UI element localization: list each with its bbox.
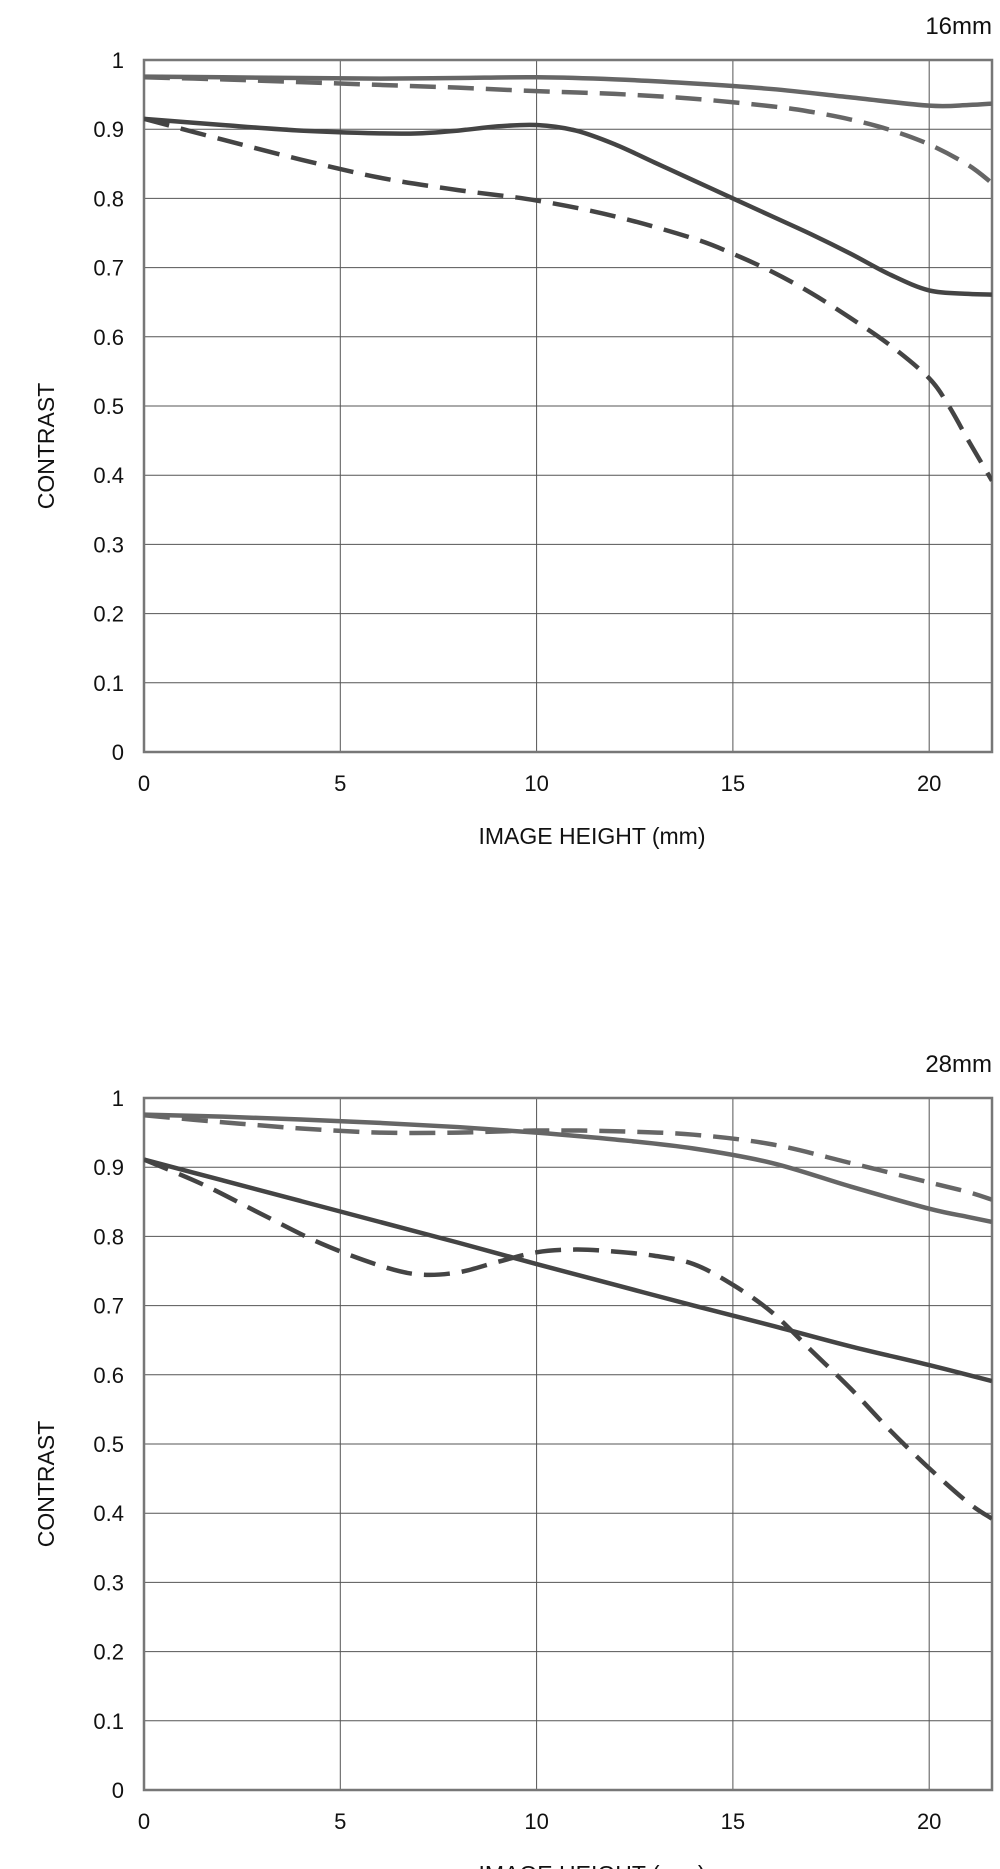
- chart-1: 00.10.20.30.40.50.60.70.80.910 5 10 15 2028m…: [33, 1051, 994, 1869]
- y-tick-label: 0.9: [93, 1155, 124, 1180]
- y-tick-label: 0: [112, 740, 124, 765]
- y-tick-label: 0.7: [93, 256, 124, 281]
- y-tick-label: 0: [112, 1778, 124, 1803]
- chart-title: 28mm: [925, 1051, 992, 1078]
- x-axis-label: IMAGE HEIGHT (mm): [478, 823, 705, 849]
- chart-0: 00.10.20.30.40.50.60.70.80.910 5 10 15 2016m…: [33, 13, 994, 849]
- x-axis-label: IMAGE HEIGHT (mm): [478, 1861, 705, 1869]
- y-tick-label: 0.3: [93, 532, 124, 557]
- x-tick-label: 20: [917, 1809, 941, 1834]
- y-tick-label: 0.2: [93, 602, 124, 627]
- y-tick-label: 0.1: [93, 1709, 124, 1734]
- y-axis-label: CONTRAST: [33, 383, 59, 510]
- y-tick-label: 1: [112, 48, 124, 73]
- series-line-dashed-3: [144, 1157, 992, 1521]
- series-line-dashed-3: [144, 116, 992, 482]
- chart-title: 16mm: [925, 13, 992, 40]
- series-line-solid-0: [144, 74, 992, 109]
- x-tick-label: 5: [334, 1809, 346, 1834]
- y-tick-label: 0.3: [93, 1570, 124, 1595]
- plot-frame: [142, 1096, 994, 1792]
- y-tick-label: 0.2: [93, 1640, 124, 1665]
- y-tick-label: 0.1: [93, 671, 124, 696]
- series-line-solid-0: [144, 1112, 992, 1225]
- y-tick-label: 0.8: [93, 186, 124, 211]
- x-tick-label: 5: [334, 771, 346, 796]
- y-tick-label: 0.6: [93, 1363, 124, 1388]
- series-line-solid-2: [144, 1157, 992, 1384]
- y-tick-label: 1: [112, 1086, 124, 1111]
- series-line-dashed-1: [144, 75, 992, 185]
- x-tick-label: 10: [524, 771, 548, 796]
- y-tick-label: 0.5: [93, 394, 124, 419]
- y-tick-label: 0.4: [93, 463, 124, 488]
- y-tick-label: 0.9: [93, 117, 124, 142]
- y-tick-label: 0.4: [93, 1501, 124, 1526]
- y-tick-label: 0.7: [93, 1294, 124, 1319]
- y-tick-label: 0.5: [93, 1432, 124, 1457]
- plot-frame: [142, 58, 994, 754]
- series-line-solid-2: [144, 116, 992, 297]
- y-tick-label: 0.8: [93, 1224, 124, 1249]
- x-tick-label: 15: [721, 771, 745, 796]
- y-tick-label: 0.6: [93, 325, 124, 350]
- x-tick-label: 0: [138, 771, 150, 796]
- y-axis-label: CONTRAST: [33, 1421, 59, 1548]
- x-tick-label: 20: [917, 771, 941, 796]
- x-tick-label: 0: [138, 1809, 150, 1834]
- series-line-dashed-1: [144, 1113, 992, 1202]
- x-tick-label: 10: [524, 1809, 548, 1834]
- x-tick-label: 15: [721, 1809, 745, 1834]
